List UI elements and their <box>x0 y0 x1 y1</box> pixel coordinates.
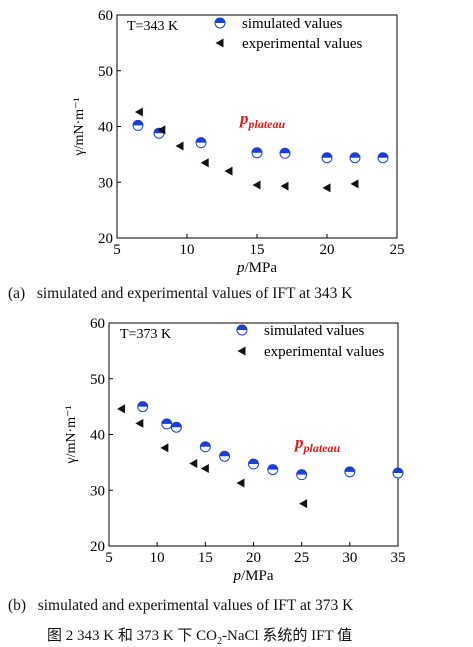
point-experimental-a <box>322 183 331 193</box>
y-tick-label-a: 50 <box>98 64 113 80</box>
legend-marker-experimental-a <box>215 38 224 48</box>
plateau-annotation-a: pplateau <box>238 109 285 131</box>
x-tick-label-b: 5 <box>105 550 113 566</box>
point-experimental-a <box>134 107 143 117</box>
point-experimental-b <box>200 464 209 474</box>
point-experimental-a <box>224 166 233 176</box>
point-simulated-b <box>267 464 279 476</box>
point-experimental-a <box>200 158 209 168</box>
legend-marker-experimental-b <box>237 346 246 356</box>
y-tick-label-b: 40 <box>90 428 105 444</box>
point-experimental-b <box>299 499 308 509</box>
y-tick-label-a: 40 <box>98 120 113 136</box>
chart-a-svg: 5 10 15 20 25 20 30 40 50 60 p/MPa γ/mN·m⁻¹ T=343 K s… <box>72 8 405 276</box>
legend-label-simulated-a: simulated values <box>242 16 343 32</box>
point-simulated-b <box>248 458 259 470</box>
x-tick-label-a: 20 <box>320 242 335 258</box>
series-experimental-a <box>134 107 359 193</box>
x-tick-label-b: 30 <box>342 550 357 566</box>
x-tick-label-a: 25 <box>390 242 405 258</box>
x-tick-label-a: 5 <box>113 242 121 258</box>
point-simulated-b <box>161 418 173 430</box>
x-tick-label-b: 25 <box>294 550 309 566</box>
series-experimental-b <box>117 404 308 509</box>
legend-marker-simulated-b <box>236 324 248 336</box>
point-experimental-a <box>280 181 289 191</box>
chart-panel-b: 5 10 15 20 25 30 35 20 30 40 50 60 p/MPa γ/mN·m⁻¹ T=37… <box>0 308 473 598</box>
x-axis-label-b: p/MPa <box>232 568 273 584</box>
plateau-annotation-b: pplateau <box>293 433 340 455</box>
point-simulated-a <box>251 147 263 159</box>
point-simulated-b <box>137 401 149 413</box>
y-axis-label-a: γ/mN·m⁻¹ <box>72 97 87 156</box>
temperature-label-b: T=373 K <box>120 327 171 342</box>
point-simulated-b <box>170 421 182 433</box>
caption-a-label: (a) <box>8 285 26 302</box>
point-simulated-a <box>195 137 207 149</box>
series-simulated-b <box>137 401 404 481</box>
caption-b-label: (b) <box>8 597 27 614</box>
caption-b-text: simulated and experimental values of IFT… <box>37 597 354 614</box>
chart-panel-a: 5 10 15 20 25 20 30 40 50 60 p/MPa γ/mN·m⁻¹ T=343 K s… <box>0 0 473 290</box>
chart-b-svg: 5 10 15 20 25 30 35 20 30 40 50 60 p/MPa γ/mN·m⁻¹ T=37… <box>64 316 406 584</box>
x-tick-label-b: 15 <box>198 550 213 566</box>
y-tick-label-a: 60 <box>98 8 113 24</box>
point-simulated-a <box>132 119 144 131</box>
point-simulated-b <box>392 467 404 479</box>
point-experimental-b <box>117 404 126 414</box>
legend-label-experimental-b: experimental values <box>264 344 385 360</box>
figure-caption-prefix: 图 2 343 K 和 373 K 下 CO <box>47 628 218 644</box>
point-experimental-b <box>189 458 198 468</box>
caption-a-text: simulated and experimental values of IFT… <box>36 285 353 302</box>
caption-b: (b) simulated and experimental values of… <box>8 597 353 615</box>
point-experimental-a <box>252 180 261 190</box>
x-tick-label-b: 10 <box>150 550 165 566</box>
point-simulated-b <box>219 450 231 462</box>
point-simulated-b <box>344 466 356 478</box>
point-experimental-b <box>160 443 169 453</box>
y-tick-label-a: 20 <box>98 231 113 247</box>
x-axis-label-a: p/MPa <box>236 260 277 276</box>
figure-caption-suffix: -NaCl 系统的 IFT 值 <box>222 628 353 644</box>
x-tick-label-b: 35 <box>391 550 406 566</box>
point-simulated-a <box>321 152 333 164</box>
figure-caption-sub: 2 <box>217 636 223 647</box>
y-tick-label-b: 30 <box>90 483 105 499</box>
caption-a: (a) simulated and experimental values of… <box>8 285 353 303</box>
x-tick-label-a: 10 <box>180 242 195 258</box>
point-experimental-b <box>236 478 245 488</box>
figure-caption: 图 2 343 K 和 373 K 下 CO2-NaCl 系统的 IFT 值 <box>47 624 352 647</box>
point-experimental-a <box>157 125 166 135</box>
y-tick-label-b: 50 <box>90 372 105 388</box>
x-tick-label-b: 20 <box>246 550 261 566</box>
point-simulated-b <box>199 441 211 453</box>
x-tick-label-a: 15 <box>250 242 265 258</box>
temperature-label-a: T=343 K <box>127 19 178 34</box>
point-simulated-a <box>377 152 389 164</box>
point-simulated-a <box>279 147 291 159</box>
y-tick-label-a: 30 <box>98 175 113 191</box>
point-simulated-b <box>296 469 308 481</box>
y-tick-label-b: 20 <box>90 539 105 555</box>
legend-marker-simulated-a <box>214 17 226 29</box>
y-axis-label-b: γ/mN·m⁻¹ <box>64 405 79 464</box>
legend-label-simulated-b: simulated values <box>264 323 365 339</box>
point-experimental-a <box>175 141 184 151</box>
point-experimental-b <box>135 418 144 428</box>
point-simulated-a <box>349 152 361 164</box>
y-tick-label-b: 60 <box>90 316 105 332</box>
legend-label-experimental-a: experimental values <box>242 36 363 52</box>
point-experimental-a <box>350 179 359 189</box>
